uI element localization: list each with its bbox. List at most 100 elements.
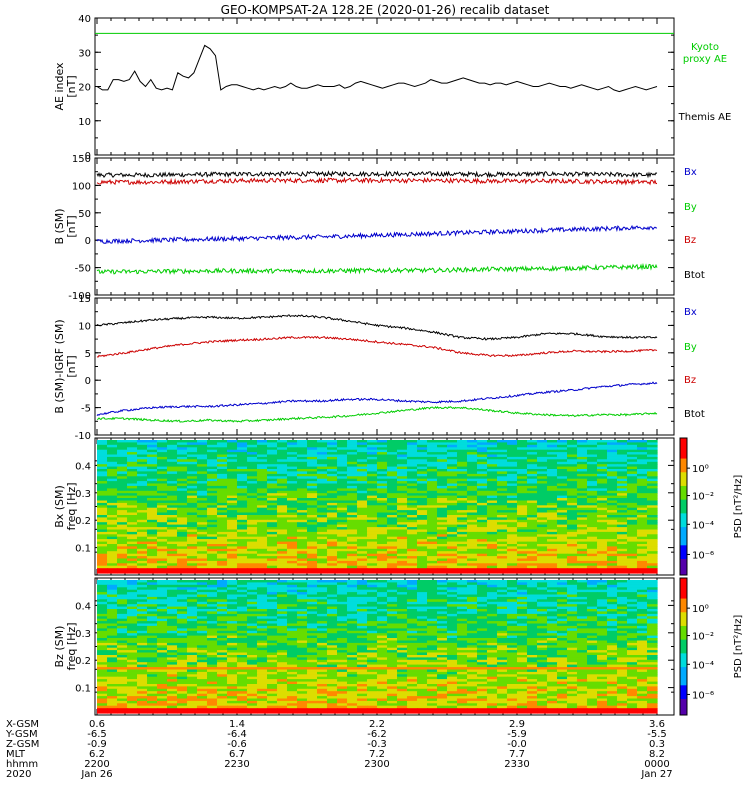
spectrogram-cell (547, 546, 558, 550)
spectrogram-cell (637, 440, 648, 443)
spectrogram-cell (217, 531, 228, 535)
spectrogram-cell (497, 461, 508, 465)
spectrogram-cell (547, 524, 558, 528)
spectrogram-cell (317, 442, 328, 446)
spectrogram-cell (167, 493, 178, 497)
spectrogram-cell (637, 498, 648, 501)
spectrogram-cell (217, 546, 228, 550)
spectrogram-cell (467, 488, 478, 492)
spectrogram-cell (237, 616, 248, 620)
spectrogram-cell (367, 611, 378, 615)
spectrogram-cell (617, 498, 628, 501)
spectrogram-cell (407, 568, 418, 572)
spectrogram-cell (247, 481, 258, 485)
spectrogram-cell (577, 570, 588, 574)
spectrogram-cell (547, 596, 558, 600)
spectrogram-cell (457, 476, 468, 480)
spectrogram-cell (127, 623, 138, 627)
spectrogram-cell (167, 449, 178, 453)
spectrogram-cell (607, 599, 618, 603)
spectrogram-cell (447, 512, 458, 516)
spectrogram-cell (157, 512, 168, 516)
spectrogram-cell (417, 539, 428, 543)
spectrogram-cell (177, 613, 188, 617)
spectrogram-cell (227, 447, 238, 451)
spectrogram-cell (367, 527, 378, 531)
spectrogram-cell (457, 553, 468, 557)
spectrogram-cell (617, 558, 628, 562)
spectrogram-cell (517, 560, 528, 564)
spectrogram-cell (217, 485, 228, 489)
spectrogram-cell (297, 507, 308, 511)
spectrogram-cell (177, 522, 188, 526)
spectrogram-cell (107, 515, 118, 518)
spectrogram-cell (567, 536, 578, 540)
spectrogram-cell (347, 594, 358, 598)
spectrogram-cell (637, 529, 648, 533)
colorbar-segment (680, 508, 687, 512)
spectrogram-cell (587, 628, 598, 632)
y-axis-label: AE index (53, 62, 66, 111)
spectrogram-cell (507, 599, 518, 603)
spectrogram-cell (607, 454, 618, 458)
spectrogram-cell (157, 551, 168, 555)
spectrogram-cell (107, 456, 118, 460)
spectrogram-cell (457, 459, 468, 463)
spectrogram-cell (377, 560, 388, 564)
spectrogram-cell (417, 473, 428, 477)
spectrogram-cell (107, 548, 118, 552)
spectrogram-cell (517, 447, 528, 451)
spectrogram-cell (137, 471, 148, 475)
spectrogram-cell (217, 456, 228, 460)
spectrogram-cell (387, 625, 398, 629)
spectrogram-cell (557, 596, 568, 600)
spectrogram-cell (487, 447, 498, 451)
spectrogram-cell (107, 613, 118, 617)
spectrogram-cell (557, 541, 568, 545)
spectrogram-cell (547, 553, 558, 557)
spectrogram-cell (347, 534, 358, 538)
spectrogram-cell (427, 584, 438, 588)
spectrogram-cell (437, 568, 448, 572)
spectrogram-cell (267, 527, 278, 531)
spectrogram-cell (137, 570, 148, 574)
spectrogram-cell (567, 440, 578, 443)
spectrogram-cell (647, 478, 658, 482)
spectrogram-cell (177, 580, 188, 583)
spectrogram-cell (467, 517, 478, 521)
spectrogram-cell (607, 442, 618, 446)
spectrogram-cell (187, 515, 198, 518)
spectrogram-cell (587, 485, 598, 489)
spectrogram-cell (477, 456, 488, 460)
spectrogram-cell (127, 471, 138, 475)
spectrogram-cell (227, 510, 238, 514)
spectrogram-cell (317, 548, 328, 552)
spectrogram-cell (587, 546, 598, 550)
spectrogram-cell (97, 544, 108, 547)
spectrogram-cell (627, 541, 638, 545)
spectrogram-cell (167, 464, 178, 468)
spectrogram-cell (577, 464, 588, 468)
spectrogram-cell (387, 473, 398, 477)
spectrogram-cell (267, 498, 278, 501)
spectrogram-cell (527, 560, 538, 564)
spectrogram-cell (457, 601, 468, 605)
spectrogram-cell (357, 464, 368, 468)
spectrogram-cell (477, 498, 488, 501)
spectrogram-cell (577, 515, 588, 518)
spectrogram-cell (167, 553, 178, 557)
spectrogram-cell (187, 536, 198, 540)
spectrogram-cell (437, 546, 448, 550)
spectrogram-cell (487, 507, 498, 511)
spectrogram-cell (277, 527, 288, 531)
spectrogram-cell (97, 592, 108, 596)
spectrogram-cell (437, 599, 448, 603)
spectrogram-cell (587, 623, 598, 627)
spectrogram-cell (547, 490, 558, 494)
spectrogram-cell (497, 625, 508, 629)
spectrogram-cell (227, 454, 238, 458)
spectrogram-cell (417, 447, 428, 451)
spectrogram-cell (197, 456, 208, 460)
spectrogram-cell (517, 625, 528, 629)
spectrogram-cell (617, 488, 628, 492)
